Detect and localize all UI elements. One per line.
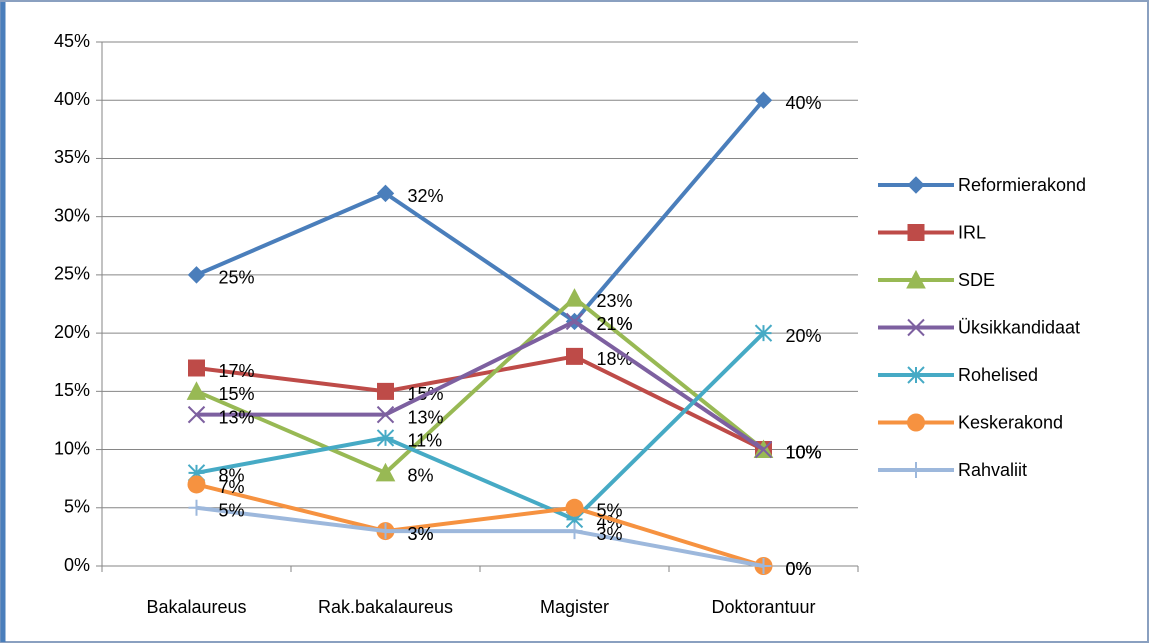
marker — [564, 288, 585, 307]
marker — [565, 312, 584, 331]
data-label: 11% — [408, 431, 443, 451]
marker — [188, 499, 205, 516]
data-label: 0% — [786, 559, 812, 579]
data-label: 23% — [597, 291, 633, 311]
y-tick-label: 10% — [54, 438, 90, 458]
marker — [907, 224, 925, 241]
y-tick-label: 0% — [64, 555, 90, 575]
data-label: 10% — [786, 442, 822, 462]
data-label: 0% — [786, 559, 812, 579]
data-label: 5% — [219, 501, 245, 521]
data-label: 21% — [597, 314, 633, 334]
y-tick-label: 45% — [54, 31, 90, 51]
data-label: 15% — [219, 384, 255, 404]
data-label: 13% — [219, 407, 255, 427]
marker — [187, 266, 206, 284]
x-tick-label: Rak.bakalaureus — [318, 597, 453, 617]
legend-label: SDE — [958, 270, 995, 290]
y-tick-label: 35% — [54, 147, 90, 167]
legend-label: Reformierakond — [958, 175, 1086, 195]
marker — [188, 359, 205, 377]
marker — [565, 510, 584, 529]
data-label: 3% — [408, 524, 434, 544]
marker — [907, 366, 925, 384]
data-label: 7% — [219, 477, 245, 497]
marker — [375, 462, 396, 482]
y-tick-label: 25% — [54, 264, 90, 284]
data-label: 10% — [786, 442, 822, 462]
marker — [907, 318, 925, 337]
marker — [376, 429, 395, 447]
marker — [376, 405, 395, 424]
marker — [907, 413, 925, 432]
series-line — [196, 331, 765, 522]
data-label: 25% — [219, 268, 255, 288]
data-label: 32% — [408, 186, 444, 206]
marker — [187, 475, 206, 494]
marker — [186, 381, 207, 400]
marker — [566, 347, 583, 365]
legend-label: Rahvaliit — [958, 460, 1027, 480]
data-label: 40% — [786, 93, 822, 113]
series-line — [196, 319, 765, 452]
series-line — [196, 482, 765, 568]
data-label: 8% — [408, 466, 434, 486]
marker — [907, 176, 925, 194]
data-label: 21% — [597, 314, 633, 334]
series-line — [196, 354, 765, 452]
marker — [754, 91, 773, 109]
data-label: 13% — [408, 407, 444, 427]
marker — [566, 523, 583, 540]
legend-label: Rohelised — [958, 365, 1038, 385]
x-tick-label: Magister — [540, 597, 609, 617]
legend-label: Üksikkandidaat — [958, 317, 1080, 337]
y-tick-label: 5% — [64, 497, 90, 517]
data-label: 17% — [219, 361, 255, 381]
x-tick-label: Doktorantuur — [711, 597, 815, 617]
marker — [377, 523, 394, 540]
x-tick-label: Bakalaureus — [146, 597, 246, 617]
y-tick-label: 40% — [54, 89, 90, 109]
legend-label: IRL — [958, 222, 986, 242]
marker — [187, 405, 206, 424]
y-tick-label: 15% — [54, 380, 90, 400]
data-label: 3% — [597, 524, 623, 544]
series-line — [195, 295, 765, 476]
marker — [908, 462, 924, 478]
marker — [754, 324, 773, 342]
y-tick-label: 20% — [54, 322, 90, 342]
data-label: 5% — [597, 501, 623, 521]
marker — [377, 382, 394, 400]
data-label: 8% — [219, 466, 245, 486]
legend-label: Keskerakond — [958, 412, 1063, 432]
series-line — [196, 505, 764, 568]
data-label: 10% — [786, 442, 822, 462]
marker — [376, 184, 395, 203]
y-tick-label: 30% — [54, 205, 90, 225]
marker — [187, 464, 206, 482]
marker — [754, 440, 773, 459]
data-label: 20% — [786, 326, 822, 346]
marker — [565, 498, 584, 517]
marker — [755, 558, 772, 574]
data-label: 3% — [408, 524, 434, 544]
series-line — [195, 98, 766, 325]
marker — [906, 269, 926, 289]
